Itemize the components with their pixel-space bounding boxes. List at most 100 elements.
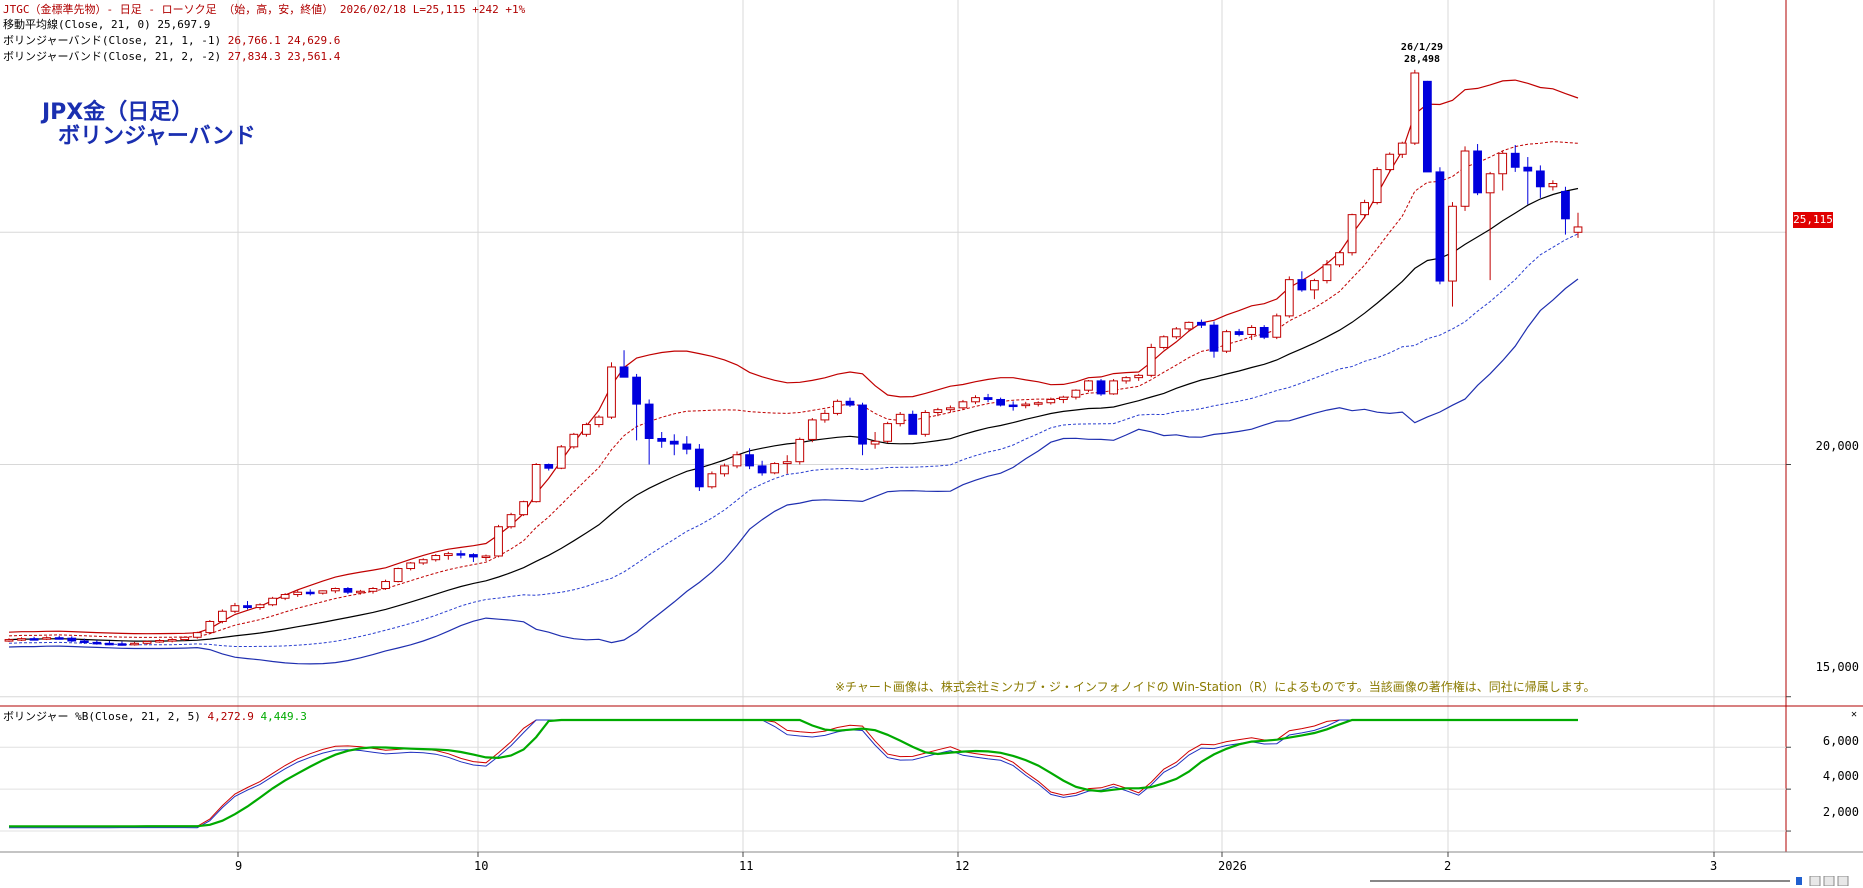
scroll-thumb[interactable] bbox=[1796, 877, 1802, 885]
x-tick-oct: 10 bbox=[474, 859, 489, 873]
candle-body bbox=[1058, 396, 1068, 400]
peak-value-label: 28,498 bbox=[1403, 54, 1441, 65]
candle-body bbox=[657, 437, 667, 442]
candle-body bbox=[1096, 380, 1106, 395]
candle-body bbox=[531, 463, 541, 503]
candle-body bbox=[79, 640, 89, 643]
chart-subtitle: ボリンジャーバンド bbox=[58, 124, 256, 149]
candle-body bbox=[795, 438, 805, 463]
x-tick-2026: 2026 bbox=[1218, 859, 1247, 873]
y-tick-15000: 15,000 bbox=[1815, 660, 1859, 674]
indicator-blue-line bbox=[9, 719, 1578, 829]
candle-body bbox=[418, 559, 428, 564]
candle-body bbox=[1435, 171, 1445, 282]
candle-body bbox=[330, 587, 340, 592]
indicator-red-line bbox=[9, 719, 1578, 827]
x-tick-sep: 9 bbox=[235, 859, 243, 873]
candle-body bbox=[1422, 80, 1432, 173]
candle-body bbox=[1573, 226, 1583, 233]
candle-body bbox=[569, 433, 579, 448]
candle-body bbox=[1247, 326, 1257, 335]
candle-body bbox=[820, 412, 830, 421]
candle-body bbox=[1523, 166, 1533, 172]
candle-body bbox=[883, 423, 893, 442]
candle-body bbox=[1209, 324, 1219, 352]
candle-body bbox=[142, 640, 152, 644]
candle-body bbox=[1510, 152, 1520, 168]
candle-body bbox=[1310, 280, 1319, 291]
candle-body bbox=[707, 473, 717, 488]
candle-body bbox=[1448, 205, 1457, 282]
candle-body bbox=[519, 501, 529, 516]
candle-body bbox=[1071, 389, 1081, 398]
indicator-header: ボリンジャー %B(Close, 21, 2, 5) 4,272.9 4,449… bbox=[3, 710, 307, 723]
x-tick-nov: 11 bbox=[739, 859, 754, 873]
candle-body bbox=[406, 562, 416, 570]
candle-body bbox=[1222, 331, 1231, 352]
candle-body bbox=[582, 424, 591, 435]
bb-lower-2sigma bbox=[8, 278, 1579, 665]
candle-body bbox=[205, 620, 215, 634]
candle-body bbox=[644, 403, 654, 439]
candle-body bbox=[983, 397, 993, 400]
candle-body bbox=[192, 632, 202, 638]
candle-body bbox=[230, 605, 240, 612]
indicator-green-line bbox=[9, 718, 1578, 828]
candle-body bbox=[1109, 380, 1118, 395]
candle-body bbox=[105, 642, 114, 646]
candle-body bbox=[946, 407, 955, 411]
candle-body bbox=[1159, 336, 1169, 348]
candle-body bbox=[1410, 72, 1420, 144]
candle-body bbox=[130, 642, 139, 646]
candle-body bbox=[293, 591, 303, 596]
candle-body bbox=[1134, 374, 1144, 379]
header-line-bb1: ボリンジャーバンド(Close, 21, 1, -1) 26,766.1 24,… bbox=[3, 34, 341, 47]
candle-body bbox=[368, 587, 378, 592]
candle-body bbox=[1322, 264, 1332, 282]
candle-body bbox=[870, 440, 880, 445]
candle-body bbox=[443, 553, 453, 557]
candle-body bbox=[280, 594, 290, 599]
candle-body bbox=[29, 638, 39, 641]
candle-body bbox=[268, 597, 277, 606]
fit-button[interactable] bbox=[1837, 876, 1849, 886]
candle-body bbox=[845, 400, 855, 406]
candle-body bbox=[720, 465, 729, 475]
candle-body bbox=[971, 397, 980, 403]
peak-date-label: 26/1/29 bbox=[1400, 42, 1444, 53]
close-indicator-icon[interactable]: ✕ bbox=[1850, 709, 1858, 720]
candle-body bbox=[243, 605, 252, 609]
x-tick-feb: 2 bbox=[1444, 859, 1452, 873]
sub-y-tick-2000: 2,000 bbox=[1822, 805, 1859, 819]
header-line-ma: 移動平均線(Close, 21, 0) 25,697.9 bbox=[3, 18, 211, 31]
x-tick-mar: 3 bbox=[1710, 859, 1718, 873]
candle-body bbox=[1121, 377, 1131, 382]
candle-body bbox=[155, 640, 165, 643]
candle-body bbox=[4, 639, 14, 642]
candle-body bbox=[770, 463, 780, 474]
candle-body bbox=[1548, 183, 1558, 188]
candle-body bbox=[757, 465, 767, 474]
candle-body bbox=[594, 416, 604, 426]
candle-body bbox=[607, 366, 616, 418]
candle-body bbox=[318, 590, 328, 594]
zoom-in-button[interactable] bbox=[1823, 876, 1835, 886]
candle-body bbox=[732, 454, 742, 467]
candle-body bbox=[895, 413, 905, 425]
candle-body bbox=[1335, 252, 1344, 266]
candle-body bbox=[1259, 326, 1269, 338]
candle-body bbox=[305, 591, 315, 595]
header-line-bb2: ボリンジャーバンド(Close, 21, 2, -2) 27,834.3 23,… bbox=[3, 50, 341, 63]
candle-body bbox=[1372, 169, 1382, 204]
candle-body bbox=[958, 401, 968, 409]
candle-body bbox=[632, 376, 641, 405]
candle-body bbox=[920, 411, 930, 435]
candle-body bbox=[1021, 403, 1031, 407]
candle-body bbox=[544, 463, 554, 469]
candle-body bbox=[1046, 398, 1056, 404]
time-scrollbar[interactable] bbox=[1370, 876, 1858, 886]
bb-lower-1sigma bbox=[8, 233, 1579, 647]
zoom-out-button[interactable] bbox=[1809, 876, 1821, 886]
candle-body bbox=[1171, 328, 1181, 338]
